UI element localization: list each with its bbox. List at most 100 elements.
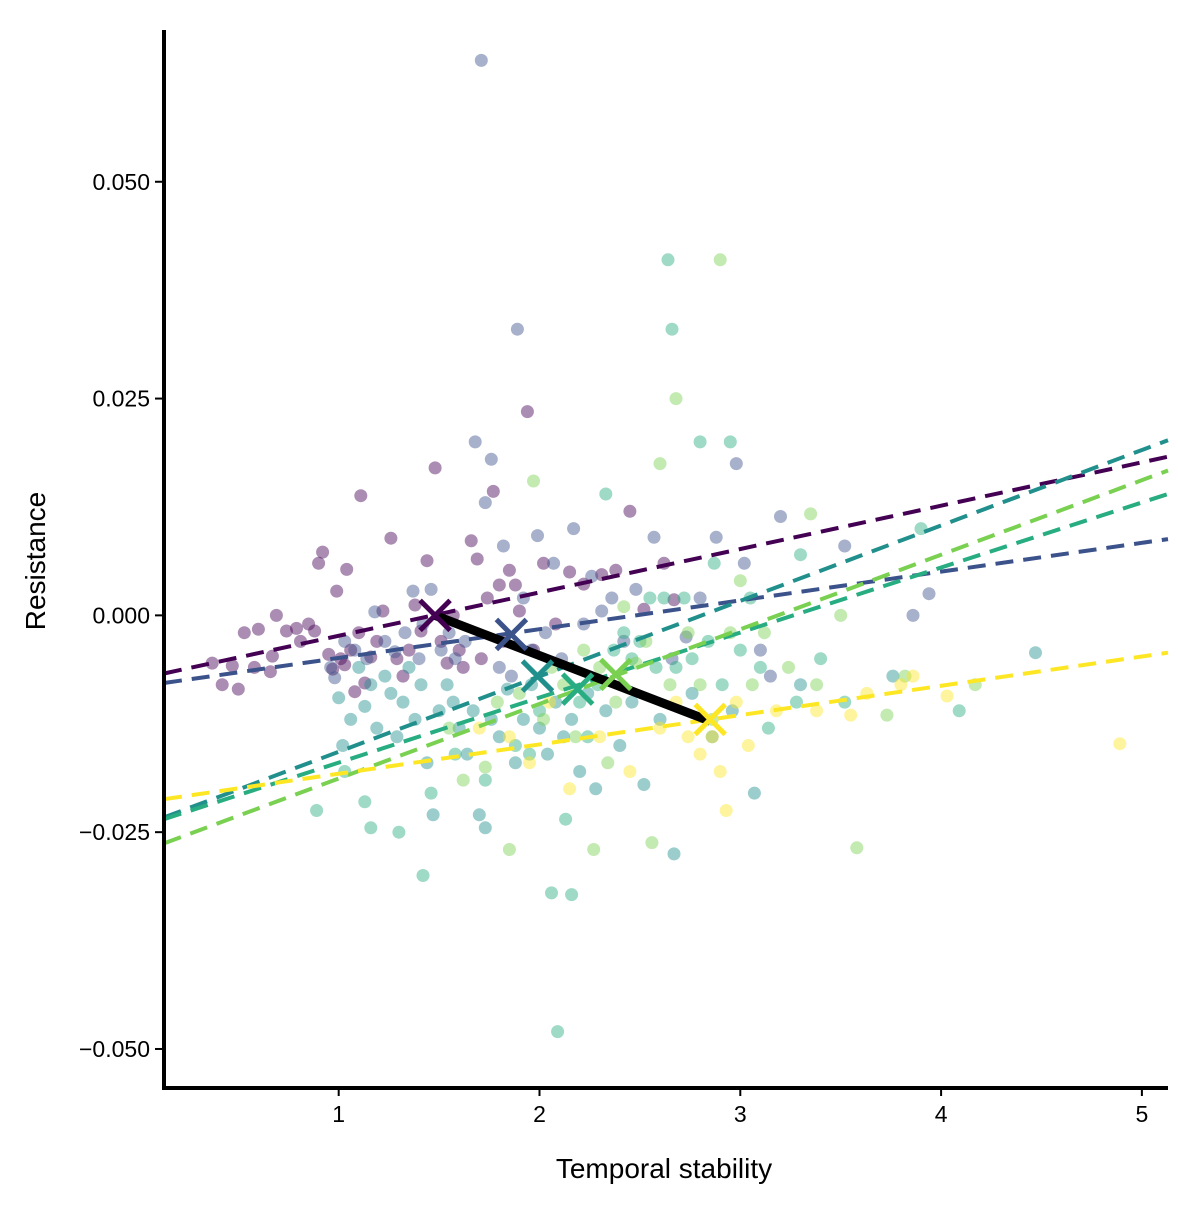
data-point-series-3 — [653, 712, 667, 726]
data-point-series-6 — [844, 708, 858, 722]
data-point-series-2 — [504, 669, 518, 683]
data-point-series-6 — [713, 765, 727, 778]
data-point-series-6 — [729, 695, 743, 709]
data-point-series-1 — [348, 685, 362, 699]
data-point-series-6 — [693, 747, 707, 761]
data-point-series-4 — [478, 773, 492, 787]
data-point-series-4 — [761, 721, 775, 735]
data-point-series-4 — [753, 660, 767, 674]
data-point-series-2 — [729, 457, 743, 471]
data-point-series-2 — [368, 605, 382, 619]
data-point-series-3 — [599, 704, 613, 718]
data-point-series-6 — [502, 730, 516, 744]
data-point-series-3 — [667, 847, 681, 861]
data-point-series-3 — [332, 691, 346, 705]
data-point-series-2 — [838, 539, 852, 553]
data-point-series-2 — [406, 584, 420, 598]
data-point-series-2 — [492, 660, 506, 674]
data-point-series-5 — [577, 643, 591, 657]
data-point-series-6 — [719, 804, 733, 817]
data-point-series-3 — [478, 821, 492, 835]
data-point-series-6 — [1113, 737, 1127, 751]
data-point-series-5 — [663, 678, 677, 692]
x-tick-label: 3 — [734, 1101, 747, 1127]
data-point-series-3 — [589, 782, 603, 796]
data-point-series-5 — [757, 626, 771, 640]
data-point-series-2 — [484, 452, 498, 466]
data-point-series-4 — [952, 704, 966, 718]
data-point-series-4 — [665, 322, 679, 336]
data-point-series-5 — [478, 760, 492, 774]
centroid-marker-series-5 — [599, 657, 633, 692]
data-point-series-4 — [693, 435, 707, 449]
data-point-series-6 — [894, 678, 908, 692]
data-point-series-4 — [669, 660, 683, 674]
data-point-series-2 — [531, 529, 544, 543]
data-point-series-5 — [442, 721, 456, 735]
data-point-series-2 — [629, 582, 643, 596]
data-point-series-1 — [452, 643, 466, 657]
data-point-series-6 — [810, 704, 824, 718]
data-point-series-5 — [669, 392, 683, 406]
data-point-series-2 — [709, 530, 723, 544]
data-point-series-5 — [502, 843, 516, 856]
data-point-series-4 — [733, 643, 747, 657]
data-point-series-3 — [446, 695, 460, 709]
data-point-series-3 — [625, 695, 639, 709]
y-tick-label: 0.050 — [92, 169, 150, 195]
centroid-marker-series-2 — [494, 617, 529, 652]
data-point-series-6 — [593, 730, 607, 744]
data-point-series-2 — [906, 608, 920, 622]
data-point-series-4 — [715, 678, 729, 692]
data-point-series-1 — [302, 617, 316, 631]
data-point-series-4 — [559, 812, 573, 826]
data-point-series-2 — [328, 671, 342, 685]
data-point-series-2 — [378, 634, 392, 648]
data-point-series-3 — [747, 786, 761, 800]
data-point-series-3 — [378, 669, 392, 683]
data-point-series-1 — [456, 660, 470, 674]
data-point-series-2 — [474, 53, 488, 67]
data-point-series-1 — [396, 669, 410, 683]
data-point-series-4 — [707, 556, 721, 570]
data-point-series-4 — [599, 487, 613, 501]
data-point-series-2 — [338, 634, 352, 648]
trend-line-series-1 — [163, 454, 1169, 676]
data-point-series-6 — [523, 756, 536, 770]
data-point-series-5 — [601, 756, 615, 770]
data-point-series-1 — [492, 578, 506, 592]
data-point-series-2 — [647, 530, 661, 544]
data-point-series-1 — [537, 556, 550, 570]
axes-layer: 1 2 3 4 5 −0.050 −0.025 0.000 0.025 0.050 — [79, 30, 1168, 1127]
centroid-marker-series-4 — [560, 672, 595, 706]
trend-layer — [163, 438, 1169, 846]
data-point-series-2 — [567, 522, 581, 536]
data-point-series-1 — [667, 593, 681, 607]
data-point-series-2 — [693, 591, 707, 605]
data-point-series-1 — [358, 676, 372, 690]
data-point-series-6 — [741, 739, 755, 752]
data-point-series-4 — [643, 591, 657, 605]
data-point-series-3 — [472, 808, 486, 822]
data-point-series-4 — [424, 786, 438, 800]
data-point-series-5 — [587, 843, 601, 856]
data-point-series-1 — [215, 678, 229, 692]
data-point-series-1 — [330, 584, 344, 598]
trend-line-series-3 — [163, 438, 1169, 820]
data-point-series-1 — [520, 405, 534, 419]
data-point-series-1 — [502, 563, 516, 577]
data-point-series-5 — [880, 708, 894, 722]
data-point-series-3 — [508, 756, 522, 770]
data-point-series-1 — [340, 562, 354, 576]
y-tick-label: −0.025 — [79, 819, 150, 845]
data-point-series-1 — [376, 604, 390, 618]
data-point-series-1 — [464, 534, 478, 548]
data-point-series-5 — [782, 660, 795, 674]
data-point-series-5 — [645, 836, 659, 850]
data-point-series-2 — [510, 322, 524, 336]
data-point-series-6 — [623, 765, 637, 778]
data-point-series-5 — [810, 678, 824, 692]
data-point-series-3 — [364, 678, 378, 692]
centroid-marker-series-1 — [418, 598, 452, 633]
